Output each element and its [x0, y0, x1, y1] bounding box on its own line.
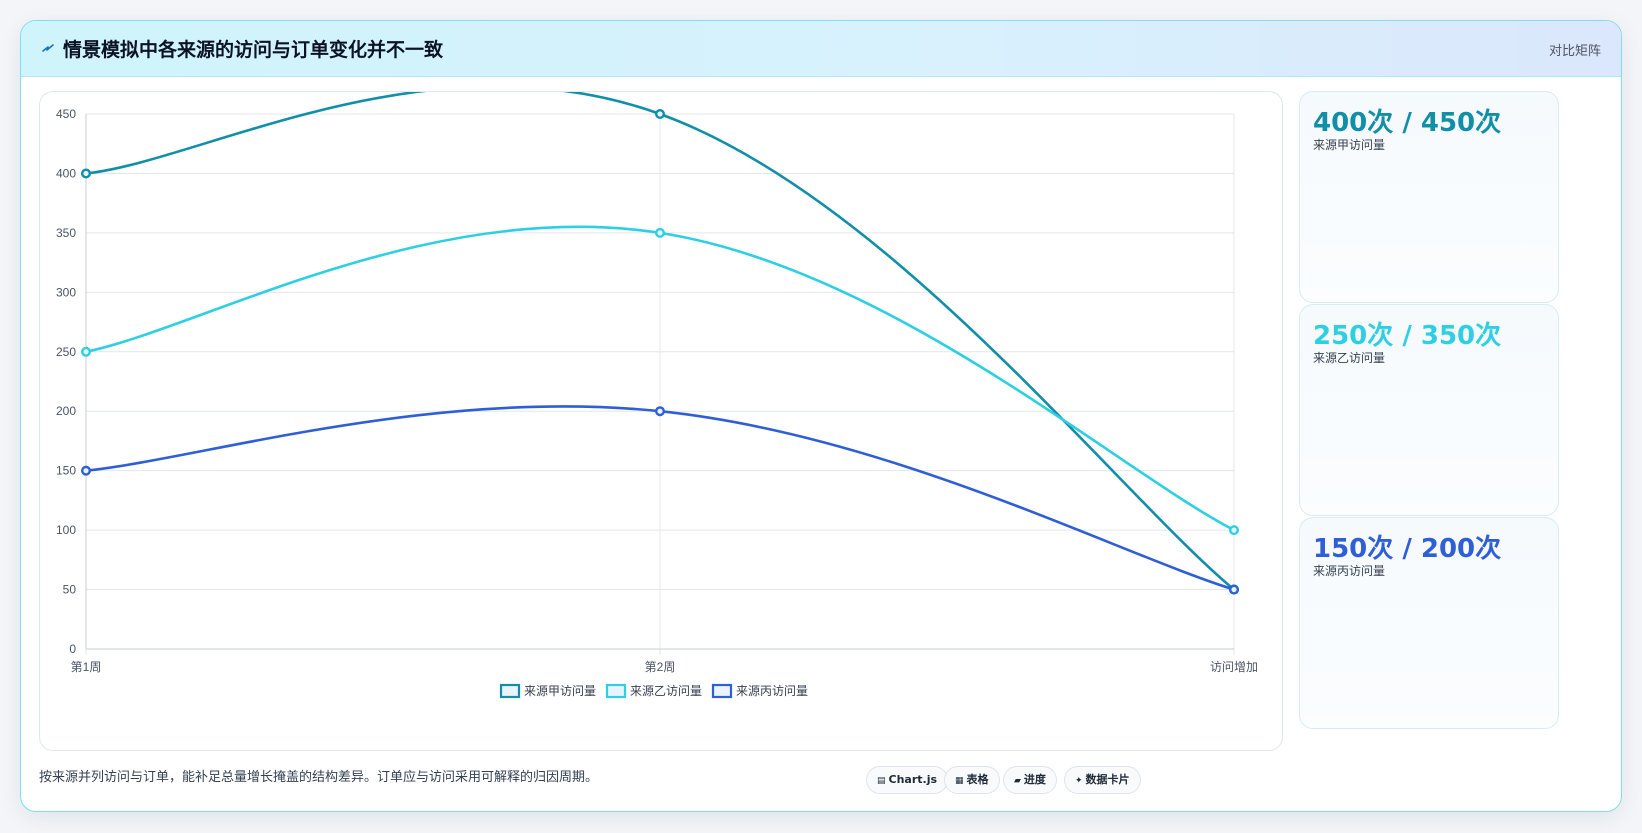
chart-icon: ▤ [877, 776, 886, 786]
y-tick-label: 300 [56, 285, 76, 299]
kpi-value: 400次 / 450次 [1313, 108, 1502, 138]
data-point [655, 406, 666, 417]
data-point [81, 465, 92, 476]
legend-label: 来源甲访问量 [524, 684, 596, 698]
legend-swatch [499, 683, 521, 699]
kpi-value: 250次 / 350次 [1313, 321, 1502, 351]
chip-label: 表格 [966, 773, 989, 786]
page-title: 情景模拟中各来源的访问与订单变化并不一致 [63, 39, 444, 61]
line-chart: 0 50 100 150 200 250 300 350 400 450 第1周 第2周 访问增加来源甲… [56, 92, 1258, 699]
card-header: 情景模拟中各来源的访问与订单变化并不一致 对比矩阵 [21, 21, 1621, 77]
legend-swatch [711, 683, 733, 699]
kpi-label: 来源甲访问量 [1313, 138, 1386, 152]
kpi-label: 来源乙访问量 [1313, 351, 1386, 365]
y-tick-label: 200 [56, 404, 76, 418]
legend-swatch [605, 683, 627, 699]
data-point [655, 227, 666, 238]
series-line [85, 92, 1235, 591]
chip-label: 数据卡片 [1085, 773, 1130, 786]
y-tick-label: 250 [56, 345, 76, 359]
y-tick-label: 0 [69, 642, 76, 656]
y-tick-label: 100 [56, 523, 76, 537]
x-tick-label: 第2周 [645, 660, 676, 674]
kpi-value: 150次 / 200次 [1313, 534, 1502, 564]
chip-progress[interactable]: ▰ 进度 [1003, 766, 1057, 794]
lightning-icon [42, 44, 54, 52]
data-point [1228, 525, 1239, 536]
chip-label: 进度 [1023, 773, 1046, 786]
x-tick-label: 第1周 [71, 660, 102, 674]
chart-panel: 0 50 100 150 200 250 300 350 400 450 第1周 第2周 访问增加来源甲… [39, 91, 1283, 751]
kpi-card-source-b: 250次 / 350次 来源乙访问量 [1299, 304, 1559, 516]
y-tick-label: 150 [56, 464, 76, 478]
legend-label: 来源乙访问量 [630, 684, 702, 698]
y-tick-label: 450 [56, 107, 76, 121]
kpi-label: 来源丙访问量 [1313, 564, 1386, 578]
data-point [81, 346, 92, 357]
kpi-card-source-c: 150次 / 200次 来源丙访问量 [1299, 517, 1559, 729]
chip-label: Chart.js [888, 773, 938, 786]
y-tick-label: 350 [56, 226, 76, 240]
data-point [81, 168, 92, 179]
chip-data-card[interactable]: ✦ 数据卡片 [1064, 766, 1141, 794]
dashboard-card: 情景模拟中各来源的访问与订单变化并不一致 对比矩阵 0 50 100 150 200 25… [20, 20, 1622, 812]
data-point [655, 109, 666, 120]
legend-label: 来源丙访问量 [736, 684, 808, 698]
progress-icon: ▰ [1014, 776, 1021, 786]
chip-chartjs[interactable]: ▤ Chart.js [866, 766, 949, 794]
data-point [1228, 584, 1239, 595]
table-icon: ▦ [955, 776, 964, 786]
comparison-matrix-label[interactable]: 对比矩阵 [1548, 44, 1601, 59]
y-tick-label: 400 [56, 166, 76, 180]
footnote: 按来源并列访问与订单，能补足总量增长掩盖的结构差异。订单应与访问采用可解释的归因… [39, 770, 599, 785]
x-tick-label: 访问增加 [1210, 660, 1258, 674]
y-tick-label: 50 [63, 583, 77, 597]
chip-table[interactable]: ▦ 表格 [944, 766, 1000, 794]
kpi-card-source-a: 400次 / 450次 来源甲访问量 [1299, 91, 1559, 303]
sparkle-icon: ✦ [1075, 776, 1083, 786]
